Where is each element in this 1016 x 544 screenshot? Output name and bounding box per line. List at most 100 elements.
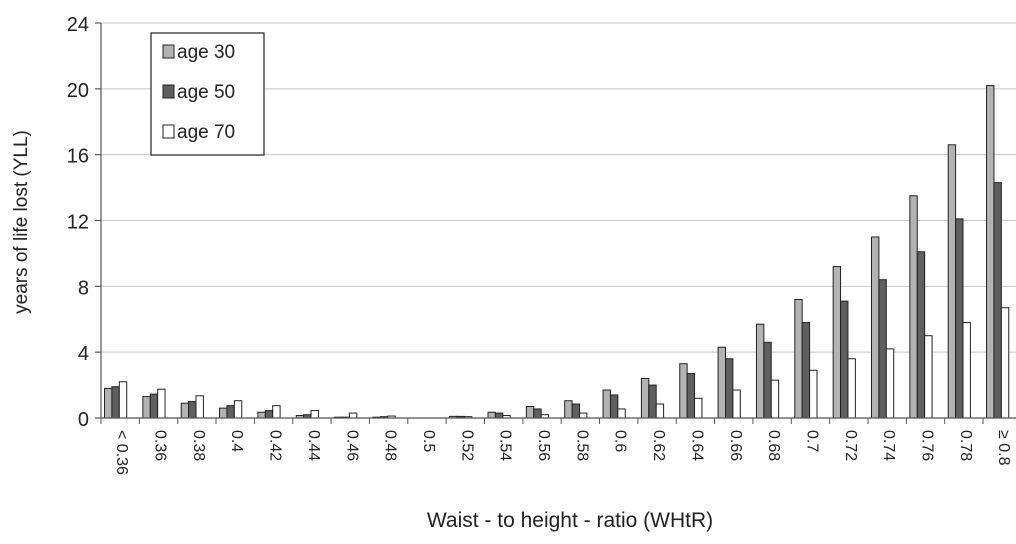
- bar-age-70: [118, 381, 128, 419]
- bar-age-70: [885, 348, 895, 419]
- x-tick-label: 0.58: [573, 430, 590, 461]
- bar-age-50: [686, 373, 696, 419]
- bar-age-30: [755, 323, 765, 419]
- bar-age-30: [909, 195, 918, 419]
- axes: [95, 22, 1016, 424]
- x-tick-label: ≥ 0.8: [995, 430, 1012, 466]
- bar-age-70: [195, 395, 204, 419]
- bar-age-70: [579, 412, 588, 419]
- bar-age-70: [809, 369, 818, 419]
- bar-age-50: [188, 401, 197, 419]
- bar-age-70: [233, 400, 243, 419]
- bar-age-30: [679, 363, 688, 419]
- bar-age-30: [257, 411, 266, 419]
- bar-age-50: [916, 251, 926, 419]
- bar-age-30: [142, 396, 151, 419]
- legend-label: age 30: [177, 42, 235, 63]
- x-tick-label: 0.52: [458, 430, 475, 461]
- bar-age-30: [525, 405, 535, 419]
- bar-age-30: [871, 236, 880, 419]
- x-tick-label: 0.6: [612, 430, 629, 452]
- x-tick-label: 0.74: [880, 430, 897, 461]
- x-tick-label: 0.62: [650, 430, 667, 461]
- legend-swatch: [162, 84, 175, 99]
- bar-age-30: [986, 85, 995, 419]
- bar-age-30: [832, 266, 842, 419]
- bar-age-70: [924, 335, 933, 419]
- legend-swatch: [162, 124, 175, 139]
- x-tick-label: 0.4: [228, 430, 245, 452]
- bar-age-30: [602, 389, 611, 419]
- bar-age-70: [310, 410, 319, 419]
- x-tick-label: 0.78: [957, 430, 974, 461]
- y-tick-label: 16: [67, 146, 89, 168]
- y-tick-label: 8: [78, 277, 89, 299]
- x-tick-label: 0.54: [497, 430, 514, 461]
- bar-age-50: [149, 393, 159, 419]
- x-tick-label: 0.42: [267, 430, 284, 461]
- x-tick-label: 0.44: [305, 430, 322, 461]
- bar-age-30: [180, 402, 190, 419]
- x-tick-label: 0.64: [688, 430, 705, 461]
- bar-age-30: [104, 387, 113, 419]
- bar-age-30: [219, 407, 228, 419]
- x-tick-label: 0.48: [382, 430, 399, 461]
- y-tick-label: 12: [67, 212, 89, 234]
- bar-age-70: [1000, 307, 1010, 419]
- x-tick-label: 0.46: [343, 430, 360, 461]
- bar-age-70: [617, 408, 626, 419]
- x-tick-label: 0.5: [420, 430, 437, 452]
- bar-age-50: [533, 408, 542, 419]
- bar-age-50: [648, 384, 657, 419]
- x-tick-label: 0.7: [803, 430, 820, 452]
- bar-age-70: [962, 322, 971, 419]
- bar-age-70: [732, 389, 741, 419]
- bar-age-30: [717, 346, 726, 419]
- bar-age-30: [640, 378, 650, 419]
- x-tick-label: 0.76: [919, 430, 936, 461]
- bar-age-50: [878, 279, 887, 419]
- bar-age-50: [111, 386, 120, 419]
- bar-age-50: [763, 341, 772, 419]
- bar-age-70: [348, 412, 358, 419]
- bar-age-50: [571, 403, 580, 419]
- x-tick-label: 0.66: [727, 430, 744, 461]
- bar-age-50: [226, 405, 235, 419]
- bar-age-70: [655, 403, 665, 419]
- legend-label: age 50: [177, 82, 235, 103]
- bar-age-50: [725, 358, 734, 419]
- legend-swatch: [162, 44, 175, 59]
- x-axis-label: Waist - to height - ratio (WHtR): [427, 509, 713, 532]
- bar-age-70: [272, 405, 281, 419]
- bar-age-30: [947, 144, 957, 419]
- legend-label: age 70: [177, 122, 235, 143]
- legend: age 30 age 50 age 70: [150, 32, 265, 156]
- y-tick-label: 20: [67, 80, 89, 102]
- bar-age-70: [847, 358, 856, 419]
- y-axis-label: years of life lost (YLL): [11, 130, 32, 314]
- x-tick-label: 0.36: [152, 430, 169, 461]
- y-tick-labels: 0 4 8 12 16 20 24: [67, 14, 89, 431]
- x-tick-label: < 0.36: [113, 430, 130, 475]
- bar-age-70: [157, 388, 166, 419]
- y-tick-label: 4: [78, 343, 89, 365]
- bar-age-50: [840, 300, 849, 419]
- bar-age-50: [955, 218, 964, 419]
- bar-age-50: [609, 394, 619, 419]
- x-tick-labels: < 0.36 0.36 0.38 0.4 0.42 0.44 0.46 0.48 0.5 0.52…: [113, 430, 1012, 475]
- y-tick-label: 24: [67, 14, 89, 36]
- bar-age-50: [993, 182, 1002, 419]
- bar-age-30: [487, 411, 496, 419]
- x-tick-label: 0.56: [535, 430, 552, 461]
- bar-age-30: [794, 299, 803, 419]
- bar-age-50: [494, 412, 504, 419]
- bar-age-70: [694, 397, 703, 419]
- x-tick-label: 0.38: [190, 430, 207, 461]
- bar-age-50: [264, 410, 274, 419]
- bar-age-30: [564, 400, 573, 419]
- y-tick-label: 0: [78, 409, 89, 431]
- x-tick-label: 0.68: [765, 430, 782, 461]
- bar-age-50: [801, 322, 811, 419]
